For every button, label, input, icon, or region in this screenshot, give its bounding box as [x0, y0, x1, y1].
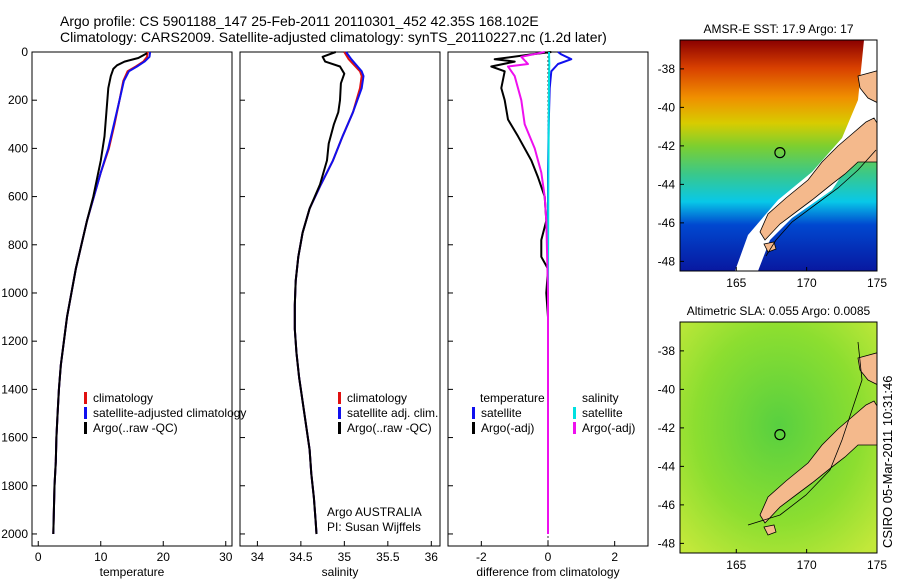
map-x-tick-label: 165: [726, 276, 746, 290]
series-line: [293, 51, 365, 535]
map-y-tick-label: -44: [658, 459, 676, 473]
series-line: [547, 51, 573, 534]
legend-swatch: [338, 407, 341, 419]
sst-land-north-island: [857, 70, 877, 103]
map-x-tick-label: 175: [867, 558, 887, 572]
legend-swatch: [84, 422, 87, 434]
argo-location-marker: [774, 429, 786, 441]
legend-swatch: [338, 422, 341, 434]
y-tick-label: 200: [8, 93, 28, 107]
legend-label: satellite-adjusted climatology: [93, 406, 246, 420]
legend-swatch: [573, 407, 576, 419]
x-tick-label: 0: [35, 550, 42, 564]
sst-map: [679, 39, 878, 272]
legend-label: Argo(-adj): [582, 421, 635, 435]
legend-swatch: [84, 392, 87, 404]
map-y-tick-label: -46: [658, 498, 676, 512]
x-tick-label: -2: [476, 550, 487, 564]
map-x-tick-label: 175: [867, 276, 887, 290]
map-y-tick-label: -44: [658, 177, 676, 191]
y-tick-label: 1000: [1, 286, 28, 300]
series-line: [52, 51, 149, 535]
legend-label: satellite: [481, 406, 522, 420]
x-axis-label: salinity: [322, 565, 359, 579]
x-axis-label: difference from climatology: [476, 565, 619, 579]
legend-label: climatology: [93, 391, 153, 405]
y-tick-label: 1400: [1, 382, 28, 396]
x-axis-label: temperature: [100, 565, 165, 579]
series-line: [490, 51, 552, 534]
x-tick-label: 35: [338, 550, 352, 564]
map-title: AMSR-E SST: 17.9 Argo: 17: [703, 22, 853, 36]
x-tick-label: 34: [251, 550, 265, 564]
series-line: [52, 52, 148, 535]
sst-land: [759, 117, 877, 241]
series-line: [293, 51, 346, 535]
legend-swatch: [573, 422, 576, 434]
legend-label: climatology: [347, 391, 407, 405]
series-line: [52, 51, 152, 535]
legend-label: satellite adj. clim.: [347, 406, 438, 420]
chart-title-line2: Climatology: CARS2009. Satellite-adjuste…: [60, 29, 607, 45]
argo-annotation: Argo AUSTRALIA: [327, 505, 422, 519]
y-tick-label: 1200: [1, 334, 28, 348]
sla-stewart-island: [763, 524, 777, 536]
map-y-tick-label: -42: [658, 139, 676, 153]
csiro-timestamp: CSIRO 05-Mar-2011 10:31:46: [880, 375, 895, 548]
y-tick-label: 400: [8, 141, 28, 155]
y-tick-label: 0: [21, 45, 28, 59]
x-tick-label: 10: [94, 550, 108, 564]
map-x-tick-label: 165: [726, 558, 746, 572]
y-tick-label: 1800: [1, 479, 28, 493]
legend-swatch: [472, 407, 475, 419]
legend-swatch: [472, 422, 475, 434]
legend-swatch: [84, 407, 87, 419]
map-y-tick-label: -38: [658, 62, 676, 76]
argo-annotation: PI: Susan Wijffels: [327, 520, 421, 534]
map-x-tick-label: 170: [797, 558, 817, 572]
map-y-tick-label: -42: [658, 421, 676, 435]
chart-title-line1: Argo profile: CS 5901188_147 25-Feb-2011…: [60, 13, 539, 29]
sst-contour: [765, 149, 877, 257]
map-title: Altimetric SLA: 0.055 Argo: 0.0085: [687, 304, 871, 318]
x-tick-label: 36: [425, 550, 439, 564]
series-line: [507, 51, 549, 534]
legend-swatch: [338, 392, 341, 404]
x-tick-label: 34.5: [289, 550, 313, 564]
y-tick-label: 1600: [1, 431, 28, 445]
map-x-tick-label: 170: [797, 276, 817, 290]
legend-label: satellite: [582, 406, 623, 420]
sla-land: [759, 400, 877, 524]
salinity-axes: [239, 51, 441, 547]
x-tick-label: 20: [157, 550, 171, 564]
x-tick-label: 35.5: [376, 550, 400, 564]
legend-label: Argo(..raw -QC): [347, 421, 432, 435]
map-y-tick-label: -40: [658, 382, 676, 396]
map-y-tick-label: -38: [658, 344, 676, 358]
map-y-tick-label: -46: [658, 216, 676, 230]
series-line: [293, 51, 363, 535]
temperature-axes: [31, 51, 233, 547]
y-tick-label: 800: [8, 238, 28, 252]
legend-label: Argo(..raw -QC): [93, 421, 178, 435]
legend-title-salinity: salinity: [582, 391, 619, 405]
sla-map: [679, 321, 878, 554]
map-y-tick-label: -48: [658, 254, 676, 268]
x-tick-label: 0: [545, 550, 552, 564]
legend-title-temperature: temperature: [480, 391, 545, 405]
map-y-tick-label: -48: [658, 536, 676, 550]
legend-label: Argo(-adj): [481, 421, 534, 435]
sla-land-north-island: [857, 352, 877, 385]
map-y-tick-label: -40: [658, 100, 676, 114]
y-tick-label: 2000: [1, 527, 28, 541]
argo-location-marker: [774, 147, 786, 159]
sla-contour: [747, 341, 863, 526]
y-tick-label: 600: [8, 190, 28, 204]
x-tick-label: 2: [611, 550, 618, 564]
x-tick-label: 30: [219, 550, 233, 564]
